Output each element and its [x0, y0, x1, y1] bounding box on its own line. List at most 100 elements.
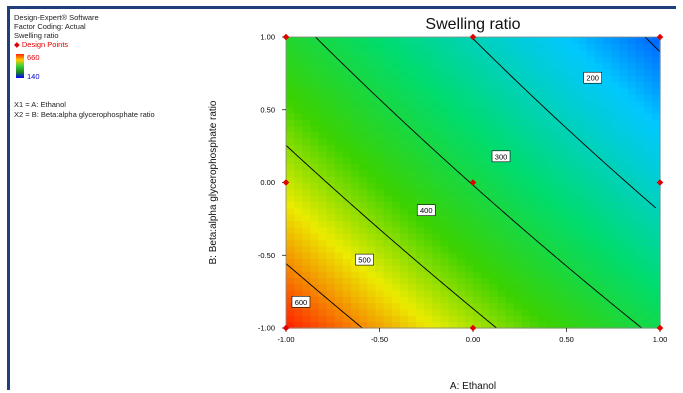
heatmap-cell	[546, 74, 555, 82]
heatmap-cell	[359, 290, 368, 297]
heatmap-cell	[635, 220, 645, 228]
heatmap-cell	[529, 296, 539, 304]
heatmap-cell	[554, 87, 564, 95]
heatmap-cell	[294, 93, 303, 101]
heatmap-cell	[399, 81, 409, 89]
heatmap-cell	[424, 68, 433, 76]
heatmap-cell	[538, 188, 547, 196]
heatmap-cell	[481, 233, 490, 241]
heatmap-cell	[432, 62, 442, 70]
heatmap-cell	[334, 271, 344, 278]
heatmap-cell	[383, 37, 393, 44]
heatmap-cell	[416, 214, 425, 222]
heatmap-cell	[286, 87, 295, 95]
heatmap-cell	[619, 201, 629, 209]
heatmap-cell	[554, 93, 564, 101]
heatmap-cell	[440, 176, 450, 184]
heatmap-cell	[367, 150, 377, 158]
contour-line-500	[285, 145, 497, 329]
heatmap-cell	[611, 62, 620, 70]
heatmap-cell	[302, 245, 311, 253]
heatmap-cell	[513, 271, 523, 278]
heatmap-cell	[464, 277, 474, 285]
heatmap-cell	[448, 74, 458, 82]
heatmap-cell	[497, 296, 507, 304]
heatmap-cell	[570, 125, 580, 133]
x-tick-label: 0.50	[559, 335, 574, 344]
heatmap-cell	[643, 112, 653, 120]
heatmap-cell	[473, 100, 482, 108]
heatmap-cell	[538, 119, 547, 127]
heatmap-cell	[407, 100, 417, 108]
heatmap-cell	[546, 207, 555, 215]
heatmap-cell	[489, 271, 498, 278]
heatmap-cell	[529, 49, 539, 57]
heatmap-cell	[391, 68, 401, 76]
heatmap-cell	[351, 55, 360, 63]
heatmap-cell	[481, 258, 490, 266]
heatmap-cell	[586, 258, 596, 266]
heatmap-cell	[326, 106, 336, 114]
heatmap-cell	[326, 74, 336, 82]
heatmap-cell	[416, 226, 425, 234]
heatmap-cell	[578, 49, 588, 57]
heatmap-cell	[359, 49, 368, 57]
heatmap-cell	[570, 233, 580, 241]
heatmap-cell	[383, 182, 393, 190]
heatmap-cell	[399, 112, 409, 120]
heatmap-cell	[351, 214, 360, 222]
heatmap-cell	[513, 283, 523, 291]
heatmap-cell	[399, 271, 409, 278]
heatmap-cell	[578, 220, 588, 228]
heatmap-cell	[310, 226, 320, 234]
heatmap-cell	[635, 131, 645, 139]
heatmap-cell	[570, 100, 580, 108]
heatmap-cell	[603, 302, 612, 310]
heatmap-cell	[619, 315, 629, 323]
heatmap-cell	[310, 214, 320, 222]
heatmap-cell	[359, 201, 368, 209]
heatmap-cell	[513, 176, 523, 184]
heatmap-cell	[310, 138, 320, 146]
heatmap-cell	[424, 176, 433, 184]
heatmap-cell	[546, 106, 555, 114]
contour-label-box	[291, 296, 311, 308]
heatmap-cell	[521, 245, 531, 253]
heatmap-cell	[505, 55, 515, 63]
heatmap-cell	[554, 283, 564, 291]
heatmap-cell	[326, 188, 336, 196]
heatmap-cell	[383, 131, 393, 139]
heatmap-cell	[367, 315, 377, 323]
heatmap-cell	[594, 87, 604, 95]
heatmap-cell	[497, 176, 507, 184]
heatmap-cell	[586, 309, 596, 316]
heatmap-cell	[521, 87, 531, 95]
heatmap-cell	[538, 201, 547, 209]
heatmap-cell	[456, 214, 466, 222]
heatmap-cell	[464, 245, 474, 253]
heatmap-cell	[570, 195, 580, 203]
heatmap-cell	[473, 55, 482, 63]
heatmap-cell	[643, 119, 653, 127]
heatmap-cell	[399, 182, 409, 190]
heatmap-cell	[375, 176, 385, 184]
heatmap-cell	[310, 201, 320, 209]
heatmap-cell	[310, 283, 320, 291]
heatmap-cell	[407, 296, 417, 304]
heatmap-cell	[611, 49, 620, 57]
heatmap-cell	[391, 138, 401, 146]
heatmap-cell	[375, 125, 385, 133]
heatmap-cell	[294, 144, 303, 152]
heatmap-cell	[619, 106, 629, 114]
heatmap-cell	[318, 277, 328, 285]
heatmap-cell	[651, 55, 661, 63]
heatmap-cell	[529, 138, 539, 146]
heatmap-cell	[286, 169, 295, 177]
heatmap-cell	[529, 43, 539, 51]
heatmap-cell	[635, 106, 645, 114]
heatmap-cell	[586, 214, 596, 222]
heatmap-cell	[440, 106, 450, 114]
heatmap-cell	[407, 233, 417, 241]
heatmap-cell	[310, 277, 320, 285]
heatmap-cell	[448, 112, 458, 120]
